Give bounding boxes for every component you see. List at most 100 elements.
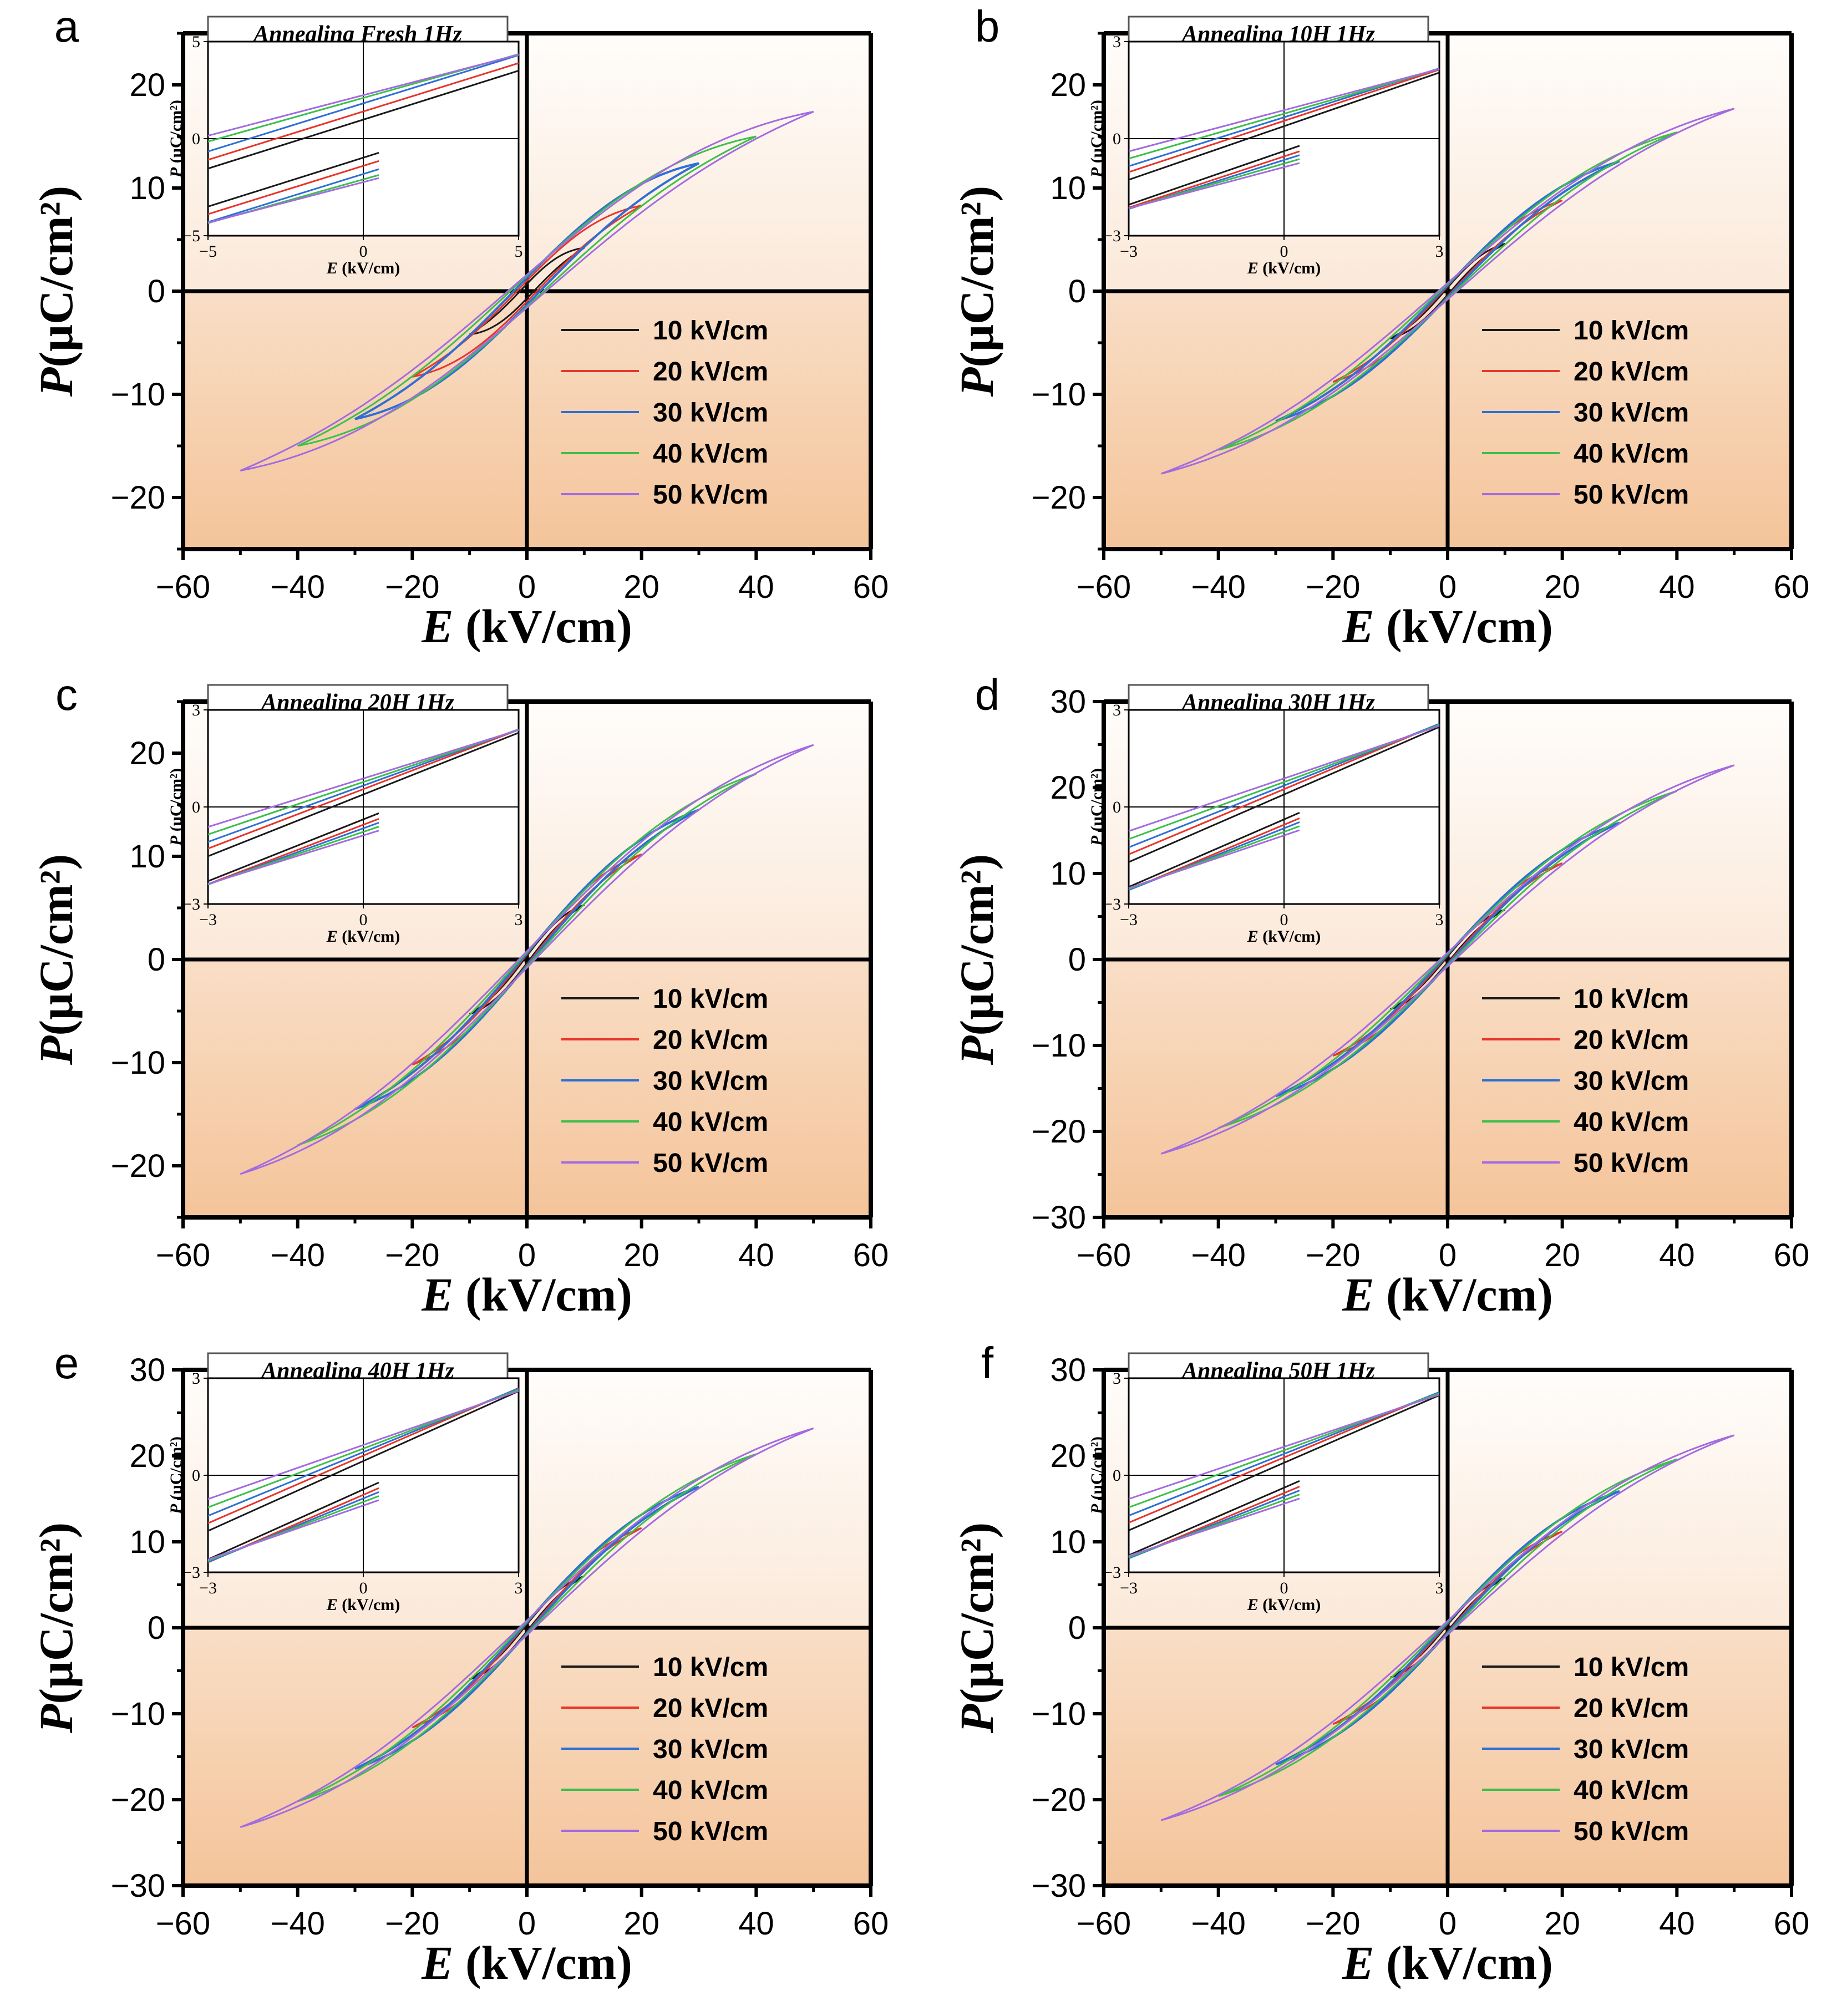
y-tick-label: −20: [111, 1148, 165, 1184]
x-tick-label: −40: [270, 1906, 324, 1942]
legend-entry: 40 kV/cm: [653, 1108, 768, 1137]
inset-x-tick-label: −3: [1120, 911, 1138, 929]
y-axis-label: P(μC/cm²): [29, 854, 83, 1065]
inset-y-tick-label: 0: [1113, 798, 1121, 816]
inset-branch-upper: [207, 54, 519, 137]
panel-letter: b: [975, 2, 1000, 51]
inset-y-tick-label: −3: [1103, 227, 1121, 245]
loop-50-kv-cm: [240, 1427, 814, 1829]
legend-entry: 40 kV/cm: [1574, 1776, 1689, 1805]
inset-x-tick-label: 0: [359, 1579, 368, 1597]
legend-entry: 40 kV/cm: [1574, 439, 1689, 469]
inset-branch-upper: [1128, 1391, 1440, 1524]
inset-branch-lower: [1128, 1497, 1300, 1557]
y-axis-label-var: P: [950, 367, 1003, 397]
x-tick-label: −60: [1077, 569, 1131, 605]
y-axis-label: P(μC/cm²): [29, 186, 83, 397]
y-axis-label-unit: (μC/cm²): [950, 854, 1003, 1036]
legend-entry: 30 kV/cm: [653, 1735, 768, 1764]
loop-50-kv-cm: [1160, 764, 1735, 1155]
inset-branch-lower: [207, 152, 379, 207]
y-tick-label: 10: [1050, 1524, 1086, 1560]
x-tick-label: −20: [1306, 1237, 1360, 1273]
inset-x-label: E (kV/cm): [1247, 259, 1321, 277]
inset-y-label: P (μC/cm²): [167, 768, 185, 846]
x-axis-label: E (kV/cm): [421, 1268, 632, 1321]
x-tick-label: −60: [156, 1237, 210, 1273]
inset-branch-lower: [207, 168, 379, 223]
legend-entry: 10 kV/cm: [653, 1653, 768, 1682]
x-tick-label: −40: [1191, 1237, 1245, 1273]
panel-letter: a: [54, 2, 79, 51]
y-tick-label: 10: [129, 170, 165, 206]
legend-entry: 10 kV/cm: [1574, 984, 1689, 1014]
inset: −3 0 3 −3 0 3 E (kV/cm) P (μC/cm²): [167, 1369, 523, 1614]
inset-branch-lower: [207, 1481, 379, 1561]
panel-letter: f: [981, 1338, 994, 1388]
legend-entry: 20 kV/cm: [653, 1025, 768, 1055]
inset-x-tick-label: −3: [199, 911, 217, 929]
y-axis-label-unit: (μC/cm²): [29, 854, 83, 1036]
x-axis-label-var: E: [1342, 1268, 1374, 1321]
y-tick-label: 30: [1050, 684, 1086, 720]
x-tick-label: 40: [738, 1906, 774, 1942]
legend-entry: 20 kV/cm: [1574, 1025, 1689, 1055]
y-tick-label: −20: [111, 480, 165, 516]
x-tick-label: −20: [1306, 569, 1360, 605]
x-tick-label: 0: [1439, 1906, 1457, 1942]
inset-branch-lower: [1128, 145, 1300, 206]
x-axis-label-unit: (kV/cm): [453, 1268, 632, 1321]
y-tick-label: 0: [148, 273, 165, 309]
y-tick-label: 30: [129, 1352, 165, 1388]
x-axis-label: E (kV/cm): [1342, 600, 1553, 653]
inset-x-tick-label: 0: [1280, 1579, 1288, 1597]
x-tick-label: 20: [1544, 569, 1580, 605]
x-tick-label: −40: [1191, 569, 1245, 605]
inset-x-label: E (kV/cm): [326, 927, 400, 946]
inset-branch-upper: [1128, 72, 1440, 181]
inset-branch-upper: [1128, 69, 1440, 173]
inset-x-tick-label: 3: [515, 1579, 523, 1597]
legend-entry: 30 kV/cm: [653, 1067, 768, 1096]
x-tick-label: −40: [270, 1237, 324, 1273]
y-axis-label-unit: (μC/cm²): [29, 1522, 83, 1704]
inset-y-tick-label: −3: [1103, 895, 1121, 913]
legend-entry: 50 kV/cm: [1574, 1149, 1689, 1178]
y-axis-label-var: P: [29, 367, 83, 397]
inset: −5 0 5 −5 0 5 E (kV/cm) P (μC/cm²): [167, 33, 523, 277]
x-tick-label: 40: [1659, 1906, 1695, 1942]
inset-x-tick-label: 0: [359, 911, 368, 929]
y-tick-label: 0: [1068, 1610, 1086, 1646]
x-tick-label: 40: [1659, 569, 1695, 605]
loop-30-kv-cm: [1275, 1490, 1620, 1766]
x-tick-label: −20: [385, 1237, 439, 1273]
x-tick-label: −60: [156, 1906, 210, 1942]
inset-x-label: E (kV/cm): [1247, 927, 1321, 946]
legend-entry: 10 kV/cm: [653, 984, 768, 1014]
inset-branch-lower: [1128, 150, 1300, 209]
inset-branch-lower: [1128, 829, 1300, 889]
loop-50-kv-cm: [240, 110, 814, 472]
legend-entry: 50 kV/cm: [1574, 480, 1689, 510]
y-tick-label: −30: [1032, 1200, 1086, 1236]
y-axis-label: P(μC/cm²): [950, 1522, 1003, 1734]
x-axis-label-var: E: [421, 1268, 453, 1321]
x-tick-label: 0: [1439, 569, 1457, 605]
y-tick-label: 20: [129, 1438, 165, 1474]
inset-y-tick-label: 0: [1113, 130, 1121, 148]
x-tick-label: 40: [738, 569, 774, 605]
panel-letter: d: [975, 670, 1000, 719]
inset: −3 0 3 −3 0 3 E (kV/cm) P (μC/cm²): [1088, 33, 1444, 277]
x-tick-label: 0: [518, 569, 536, 605]
x-tick-label: 20: [1544, 1906, 1580, 1942]
x-axis-label-var: E: [421, 1936, 453, 1989]
inset-branch-lower: [207, 160, 379, 215]
y-tick-label: 10: [129, 839, 165, 875]
y-axis-label-unit: (μC/cm²): [950, 186, 1003, 368]
inset-branch-upper: [1128, 1394, 1440, 1500]
legend-entry: 50 kV/cm: [1574, 1817, 1689, 1846]
